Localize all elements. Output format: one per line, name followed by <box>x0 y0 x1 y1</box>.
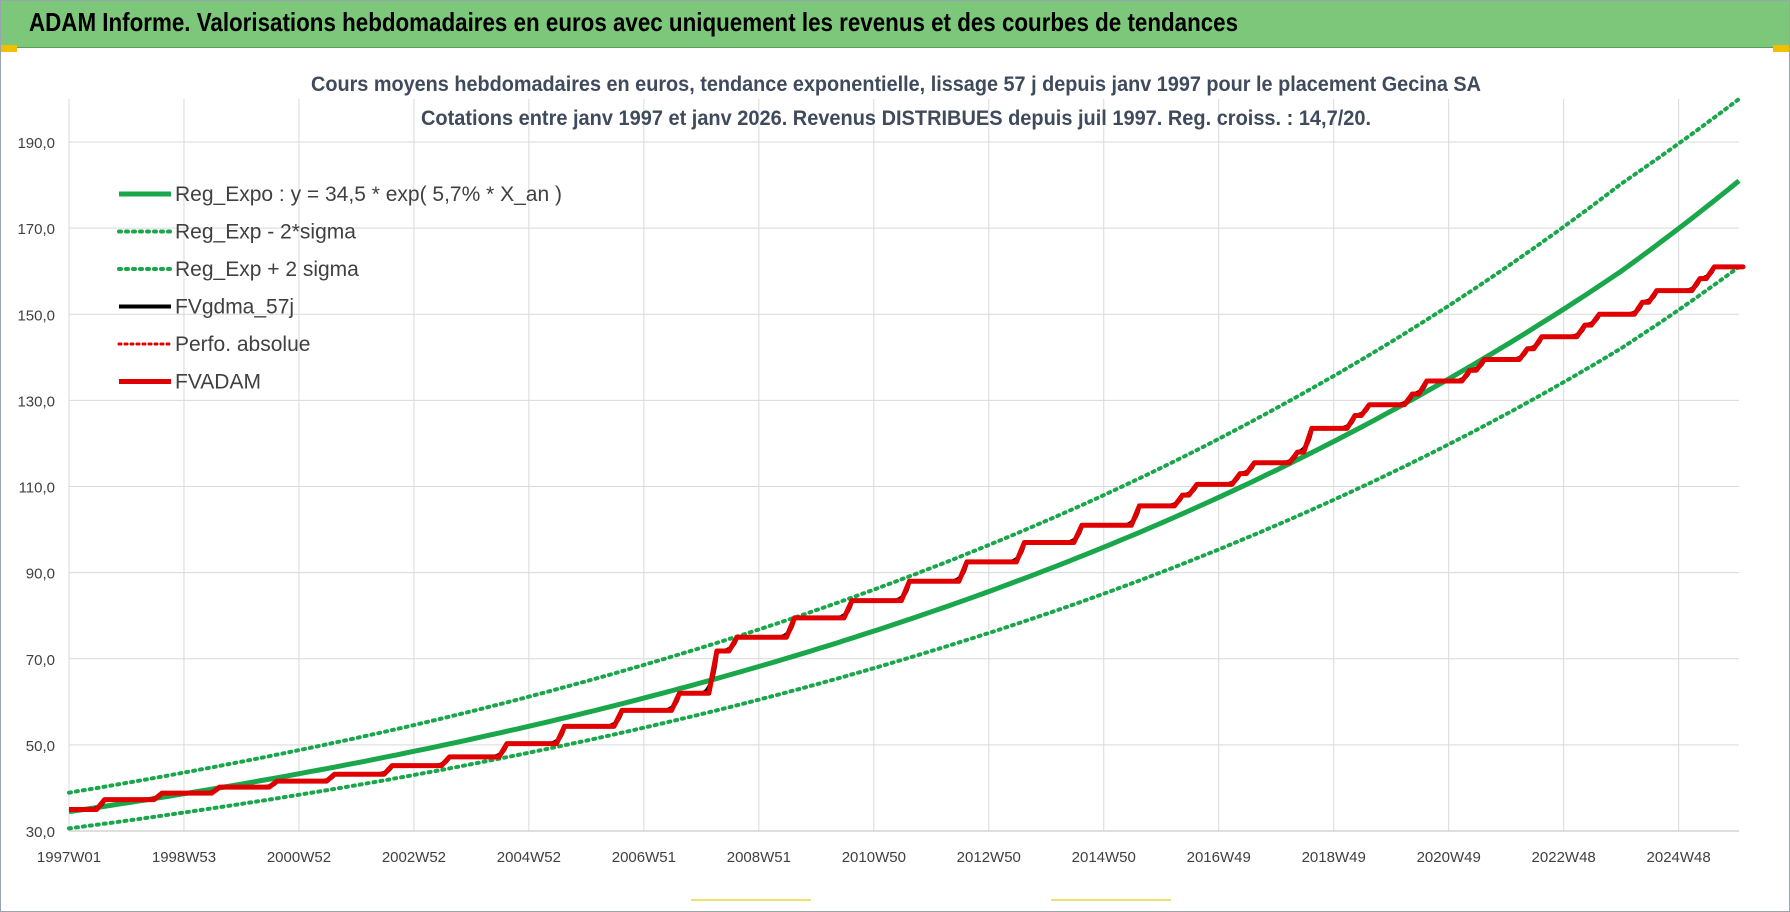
series-fvgdma-57j <box>68 264 1744 812</box>
y-tick-label: 30,0 <box>26 824 55 841</box>
page-title: ADAM Informe. Valorisations hebdomadaire… <box>29 7 1239 37</box>
chart-title-line-2: Cotations entre janv 1997 et janv 2026. … <box>421 107 1371 130</box>
bottom-marker <box>1051 899 1171 901</box>
y-tick-label: 50,0 <box>26 738 55 755</box>
x-tick-label: 2012W50 <box>957 849 1021 866</box>
corner-marker-right <box>1773 45 1789 52</box>
series-fvadam <box>68 264 1746 812</box>
x-tick-label: 2008W51 <box>727 849 791 866</box>
legend-label: FVADAM <box>175 371 261 394</box>
x-tick-label: 2018W49 <box>1302 849 1366 866</box>
series-layer <box>67 97 1746 831</box>
legend-label: Reg_Exp - 2*sigma <box>175 221 356 244</box>
legend: Reg_Expo : y = 34,5 * exp( 5,7% * X_an )… <box>117 183 562 394</box>
legend-label: Perfo. absolue <box>175 333 310 356</box>
x-tick-label: 1998W53 <box>152 849 216 866</box>
y-tick-label: 130,0 <box>17 393 55 410</box>
y-tick-label: 70,0 <box>26 652 55 669</box>
series-reg-exp-minus-2sigma <box>67 264 1741 831</box>
grid-layer <box>68 99 1739 832</box>
x-tick-label: 2016W49 <box>1187 849 1251 866</box>
x-tick-label: 2010W50 <box>842 849 906 866</box>
y-tick-label: 190,0 <box>17 135 55 152</box>
x-tick-label: 2006W51 <box>612 849 676 866</box>
x-tick-label: 2020W49 <box>1417 849 1481 866</box>
y-tick-label: 150,0 <box>17 307 55 324</box>
x-tick-label: 1997W01 <box>37 849 101 866</box>
header-bar: ADAM Informe. Valorisations hebdomadaire… <box>1 1 1789 48</box>
legend-label: FVgdma_57j <box>175 296 294 319</box>
x-tick-label: 2004W52 <box>497 849 561 866</box>
legend-label: Reg_Exp + 2 sigma <box>175 258 359 281</box>
chart-svg: 30,0 50,0 70,0 90,0 110,0 130,0 150,0 170,0 190,… <box>17 73 1746 866</box>
x-tick-label: 2002W52 <box>382 849 446 866</box>
chart-title-line-1: Cours moyens hebdomadaires en euros, ten… <box>311 73 1481 96</box>
x-tick-label: 2022W48 <box>1532 849 1596 866</box>
bottom-marker <box>691 899 811 901</box>
axis-layer: 30,0 50,0 70,0 90,0 110,0 130,0 150,0 170,0 190,… <box>17 135 1739 866</box>
y-tick-label: 110,0 <box>19 480 55 497</box>
x-tick-label: 2024W48 <box>1647 849 1711 866</box>
y-tick-label: 90,0 <box>26 566 55 583</box>
series-reg-exp-plus-2sigma <box>67 97 1741 795</box>
legend-label: Reg_Expo : y = 34,5 * exp( 5,7% * X_an ) <box>175 183 562 206</box>
y-tick-label: 170,0 <box>17 221 55 238</box>
x-tick-label: 2000W52 <box>267 849 331 866</box>
series-reg-expo <box>68 178 1741 815</box>
corner-marker-left <box>1 45 17 52</box>
x-tick-label: 2014W50 <box>1072 849 1136 866</box>
